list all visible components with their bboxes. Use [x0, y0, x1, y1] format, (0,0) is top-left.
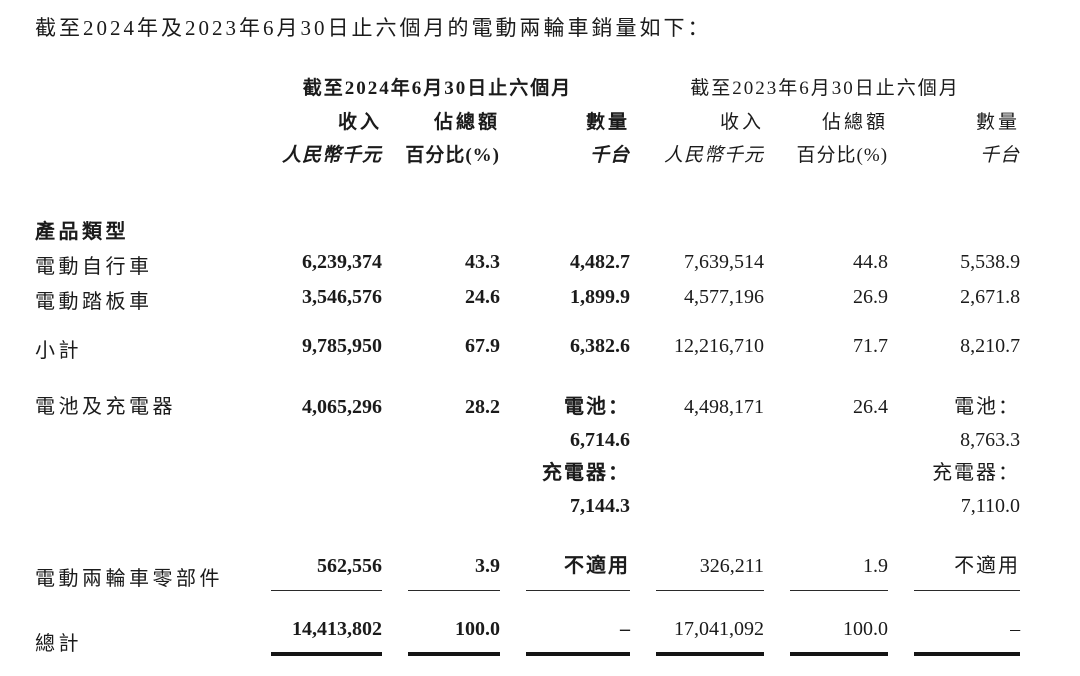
cell-revenue-2023: 326,211: [656, 549, 765, 591]
cell-share-2023: 1.9: [790, 549, 889, 591]
cell-revenue-2023: 17,041,092: [656, 612, 765, 656]
section-row-product-type: 產品類型: [35, 209, 1020, 244]
cell-volume-2024: –: [526, 612, 631, 656]
cell-revenue-2024: 3,546,576: [302, 286, 382, 308]
cell-volume-2023: 5,538.9: [960, 251, 1021, 273]
cell-volume-2024: 不適用: [526, 549, 631, 591]
unit-header-pct-2023: 百分比(%): [796, 145, 889, 166]
unit-header-rmb-2023: 人民幣千元: [664, 145, 765, 166]
table-row-parts: 電動兩輪車零部件 562,556 3.9 不適用 326,211 1.9 不適用: [35, 549, 1021, 591]
cell-revenue-2024: 14,413,802: [271, 612, 382, 656]
cell-revenue-2023: 12,216,710: [674, 335, 765, 357]
col-header-volume-2024: 數量: [586, 112, 631, 133]
battery-label-2024: 電池：: [564, 396, 631, 418]
cell-volume-2024: 電池： 6,714.6 充電器： 7,144.3: [500, 391, 630, 523]
cell-revenue-2024: 562,556: [271, 549, 382, 591]
cell-volume-2023: –: [914, 612, 1021, 656]
period-header-2023: 截至2023年6月30日止六個月: [690, 78, 960, 99]
cell-revenue-2023: 4,577,196: [684, 286, 765, 308]
row-label: 電動兩輪車零部件: [35, 568, 223, 590]
table-row-total: 總計 14,413,802 100.0 – 17,041,092 100.0 –: [35, 612, 1021, 656]
cell-share-2023: 100.0: [790, 612, 889, 656]
page-title: 截至2024年及2023年6月30日止六個月的電動兩輪車銷量如下：: [35, 16, 712, 40]
period-header-2024: 截至2024年6月30日止六個月: [302, 78, 573, 99]
cell-volume-2023: 不適用: [914, 549, 1021, 591]
period-header-row: 截至2024年6月30日止六個月 截至2023年6月30日止六個月: [35, 68, 1020, 100]
battery-volume-2023: 8,763.3: [960, 429, 1021, 451]
row-label: 電動自行車: [35, 256, 153, 278]
cell-share-2023: 26.9: [853, 286, 889, 308]
cell-revenue-2024: 6,239,374: [302, 251, 382, 273]
col-header-revenue-2024: 收入: [337, 112, 382, 133]
row-label: 小計: [35, 340, 82, 362]
cell-volume-2023: 8,210.7: [960, 335, 1021, 357]
cell-share-2024: 24.6: [465, 286, 500, 308]
table-row-escooter: 電動踏板車 3,546,576 24.6 1,899.9 4,577,196 2…: [35, 279, 1020, 314]
col-header-volume-2023: 數量: [976, 112, 1021, 133]
unit-header-units-2024: 千台: [590, 145, 631, 166]
row-label: 總計: [35, 633, 82, 655]
table-row-subtotal: 小計 9,785,950 67.9 6,382.6 12,216,710 71.…: [35, 328, 1020, 363]
col-header-share-2024: 佔總額: [433, 112, 500, 133]
charger-label-2024: 充電器：: [542, 462, 631, 484]
unit-header-units-2023: 千台: [980, 145, 1021, 166]
col-header-revenue-2023: 收入: [720, 112, 765, 133]
cell-share-2024: 100.0: [408, 612, 500, 656]
cell-volume-2023: 2,671.8: [960, 286, 1021, 308]
col-header-share-2023: 佔總額: [822, 112, 889, 133]
cell-share-2023: 26.4: [853, 396, 889, 418]
cell-share-2023: 71.7: [853, 335, 889, 357]
charger-volume-2024: 7,144.3: [570, 495, 631, 517]
row-label: 電動踏板車: [35, 291, 153, 313]
table-header: 截至2024年6月30日止六個月 截至2023年6月30日止六個月 收入 佔總額…: [35, 68, 1020, 167]
cell-share-2023: 44.8: [853, 251, 889, 273]
cell-share-2024: 3.9: [408, 549, 500, 591]
sales-table: 截至2024年6月30日止六個月 截至2023年6月30日止六個月 收入 佔總額…: [35, 68, 1021, 656]
charger-label-2023: 充電器：: [932, 462, 1021, 484]
cell-share-2024: 43.3: [465, 251, 500, 273]
column-header-row: 收入 佔總額 數量 收入 佔總額 數量: [35, 100, 1020, 134]
unit-header-rmb-2024: 人民幣千元: [281, 145, 382, 166]
unit-header-pct-2024: 百分比(%): [405, 145, 500, 166]
cell-volume-2024: 6,382.6: [570, 335, 631, 357]
table-row-battery-charger: 電池及充電器 4,065,296 28.2 電池： 6,714.6 充電器： 7…: [35, 391, 1020, 523]
cell-share-2024: 28.2: [465, 396, 500, 418]
battery-volume-2024: 6,714.6: [570, 429, 631, 451]
document-page: 截至2024年及2023年6月30日止六個月的電動兩輪車銷量如下： 截至2024…: [35, 16, 1021, 656]
unit-header-row: 人民幣千元 百分比(%) 千台 人民幣千元 百分比(%) 千台: [35, 134, 1020, 167]
cell-revenue-2023: 7,639,514: [684, 251, 765, 273]
cell-volume-2024: 1,899.9: [570, 286, 631, 308]
section-label: 產品類型: [35, 221, 129, 243]
cell-volume-2023: 電池： 8,763.3 充電器： 7,110.0: [888, 391, 1020, 523]
cell-revenue-2024: 9,785,950: [302, 335, 382, 357]
cell-volume-2024: 4,482.7: [570, 251, 631, 273]
table-row-ebike: 電動自行車 6,239,374 43.3 4,482.7 7,639,514 4…: [35, 244, 1020, 279]
cell-share-2024: 67.9: [465, 335, 500, 357]
battery-label-2023: 電池：: [954, 396, 1021, 418]
cell-revenue-2024: 4,065,296: [302, 396, 382, 418]
cell-revenue-2023: 4,498,171: [684, 396, 765, 418]
charger-volume-2023: 7,110.0: [960, 495, 1021, 517]
row-label: 電池及充電器: [35, 396, 176, 418]
